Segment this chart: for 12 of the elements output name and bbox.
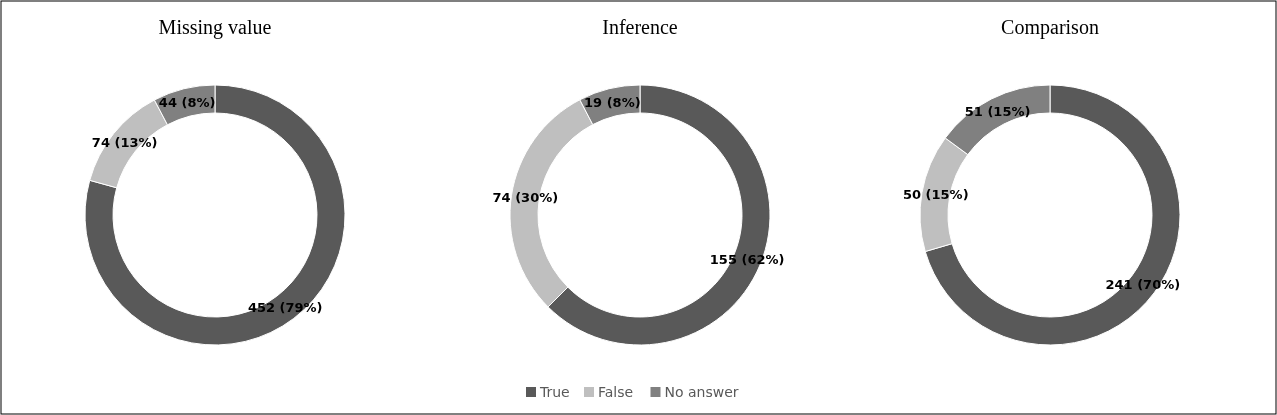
data-label: 74 (13%) [91, 134, 158, 150]
data-label: 50 (15%) [902, 187, 969, 203]
legend-label: True [539, 383, 570, 400]
chart-title: Inference [602, 16, 678, 38]
data-label: 74 (30%) [492, 189, 559, 205]
chart-title: Comparison [1001, 16, 1099, 39]
legend-label: No answer [664, 383, 739, 400]
data-label: 44 (8%) [158, 94, 216, 110]
legend-label: False [598, 383, 634, 400]
donut-slice [84, 84, 346, 346]
chart-title: Missing value [158, 16, 272, 39]
data-label: 19 (8%) [584, 94, 641, 110]
